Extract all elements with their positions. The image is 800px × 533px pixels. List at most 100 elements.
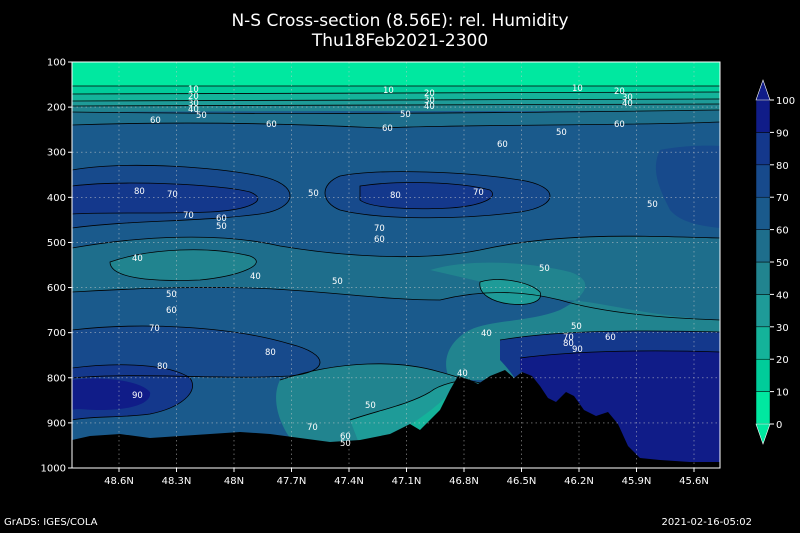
contour-label: 50 — [216, 222, 227, 232]
y-tick-label: 100 — [47, 58, 66, 69]
y-axis: 100 200 300 400 500 600 700 800 900 1000 — [41, 58, 72, 475]
colorbar-tick-label: 60 — [776, 226, 789, 237]
x-tick-label: 48.6N — [104, 476, 134, 487]
colorbar-max-arrow — [755, 79, 771, 101]
colorbar-segment — [755, 196, 771, 230]
x-tick-label: 47.4N — [334, 476, 364, 487]
y-tick-label: 500 — [47, 238, 66, 249]
colorbar-tick-label: 10 — [776, 388, 789, 399]
contour-label: 70 — [183, 211, 194, 221]
colorbar-segment — [755, 261, 771, 295]
contour-label: 80 — [134, 187, 145, 197]
colorbar-segment — [755, 294, 771, 328]
colorbar-segment — [755, 326, 771, 360]
colorbar-segment — [755, 358, 771, 392]
contour-label: 50 — [166, 290, 177, 300]
x-tick-label: 47.1N — [392, 476, 422, 487]
contour-label: 40 — [481, 329, 492, 339]
layer-50-60 — [72, 110, 720, 128]
contour-label: 50 — [556, 128, 567, 138]
colorbar-tick-label: 20 — [776, 355, 789, 366]
y-tick-label: 900 — [47, 418, 66, 429]
contour-label: 50 — [332, 277, 343, 287]
y-tick-label: 300 — [47, 148, 66, 159]
layer-0-10 — [72, 62, 720, 86]
x-tick-label: 47.7N — [277, 476, 307, 487]
x-tick-label: 45.9N — [622, 476, 652, 487]
band-70-east — [655, 145, 720, 228]
colorbar-tick-label: 90 — [776, 128, 789, 139]
contour-label: 60 — [605, 333, 616, 343]
layer-10-20 — [72, 86, 720, 94]
contour-label: 80 — [390, 191, 401, 201]
contour-lines — [72, 85, 720, 421]
colorbar-tick-label: 40 — [776, 290, 789, 301]
chart-title: N-S Cross-section (8.56E): rel. Humidity — [231, 11, 569, 31]
layer-40-50 — [72, 104, 720, 112]
low-90-100-west — [72, 378, 151, 410]
contour-label: 60 — [266, 120, 277, 130]
y-tick-label: 200 — [47, 103, 66, 114]
contour-label: 80 — [157, 362, 168, 372]
x-tick-label: 45.6N — [679, 476, 709, 487]
colorbar-min-arrow — [755, 423, 771, 445]
contour-labels: 10 20 30 40 50 10 20 30 40 50 10 20 30 4… — [132, 84, 658, 449]
contour-label: 10 — [188, 85, 199, 95]
band-80-90-center — [360, 182, 493, 209]
contour-label: 80 — [563, 339, 574, 349]
region-30-40-center — [479, 279, 541, 305]
contour-label: 30 — [622, 93, 633, 103]
colorbar-tick-label: 30 — [776, 323, 789, 334]
contour-label: 60 — [374, 235, 385, 245]
contour-label: 90 — [132, 391, 143, 401]
x-axis: 48.6N 48.3N 48N 47.7N 47.4N 47.1N 46.8N 46.5N 46… — [104, 468, 709, 487]
contour-label: 40 — [622, 99, 633, 109]
contour-label: 60 — [150, 116, 161, 126]
contour-label: 60 — [497, 140, 508, 150]
colorbar-segment — [755, 99, 771, 133]
footer-timestamp: 2021-02-16-05:02 — [661, 517, 752, 528]
contour-label: 50 — [539, 264, 550, 274]
contour-label: 40 — [457, 369, 468, 379]
contour-label: 50 — [400, 110, 411, 120]
colorbar-segment — [755, 132, 771, 166]
colorbar-tick-label: 80 — [776, 161, 789, 172]
contour-label: 40 — [132, 254, 143, 264]
colorbar: 0 10 20 30 40 50 60 70 80 90 100 — [755, 79, 795, 445]
x-tick-label: 46.8N — [449, 476, 479, 487]
contour-label: 60 — [614, 120, 625, 130]
contour-label: 50 — [571, 322, 582, 332]
contour-label: 70 — [307, 423, 318, 433]
contour-label: 80 — [265, 348, 276, 358]
contour-label: 60 — [382, 124, 393, 134]
colorbar-tick-label: 70 — [776, 193, 789, 204]
contour-label: 50 — [196, 111, 207, 121]
colorbar-segment — [755, 391, 771, 425]
plot-frame — [71, 61, 721, 469]
contour-label: 50 — [647, 200, 658, 210]
contour-label: 10 — [383, 86, 394, 96]
x-tick-label: 48N — [224, 476, 244, 487]
contour-label: 40 — [424, 102, 435, 112]
contour-label: 50 — [365, 401, 376, 411]
contour-label: 50 — [308, 189, 319, 199]
y-tick-label: 400 — [47, 193, 66, 204]
region-40-50-west — [110, 249, 257, 281]
contour-label: 30 — [188, 99, 199, 109]
contour-label: 20 — [424, 89, 435, 99]
contour-label: 20 — [188, 92, 199, 102]
colorbar-segment — [755, 164, 771, 198]
y-tick-label: 1000 — [41, 464, 66, 475]
x-tick-label: 46.5N — [507, 476, 537, 487]
contour-label: 40 — [188, 105, 199, 115]
contour-label: 70 — [149, 324, 160, 334]
grid-lines — [72, 62, 720, 468]
contour-label: 40 — [250, 272, 261, 282]
colorbar-tick-label: 0 — [776, 420, 782, 431]
contour-label: 60 — [166, 306, 177, 316]
colorbar-tick-label: 50 — [776, 258, 789, 269]
contour-label: 70 — [473, 188, 484, 198]
contour-label: 50 — [340, 439, 351, 449]
contour-label: 60 — [340, 432, 351, 442]
contour-label: 90 — [572, 345, 583, 355]
